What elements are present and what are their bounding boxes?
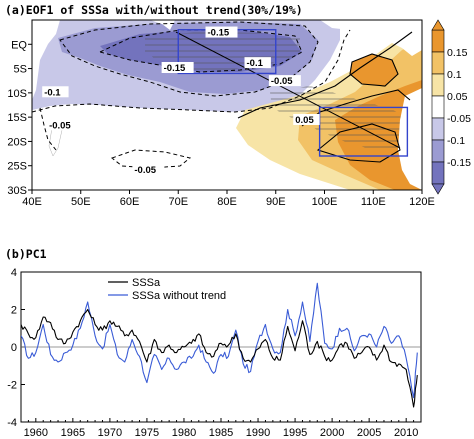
pc-x-tick-label: 1970	[98, 427, 122, 439]
map-x-tick-label: 120E	[409, 196, 435, 208]
contour-label-bg	[42, 86, 69, 98]
contour-label: -0.1	[44, 87, 61, 98]
sss-map: -0.15 -0.1 -0.15 -0.05 -0.1 -0.05 0.05 -0.05	[32, 20, 422, 190]
colorbar-tick-label: 0.15	[447, 47, 468, 59]
contour-label-bg	[47, 119, 80, 131]
contour-label: 0.05	[295, 115, 314, 126]
colorbar-tick-label: -0.05	[447, 113, 471, 125]
pc-x-tick-label: 2000	[320, 427, 344, 439]
series-line	[21, 308, 418, 408]
colorbar-bottom-arrow	[431, 183, 445, 195]
pc-y-tick-label: 4	[11, 267, 17, 279]
map-y-tick-label: 25S	[7, 161, 27, 173]
colorbar-tick-label: -0.1	[447, 135, 465, 147]
map-x-tick-label: 60E	[120, 196, 140, 208]
colorbar-tick-label: 0.1	[447, 69, 462, 81]
contour-label: -0.05	[49, 120, 71, 131]
colorbar: 0.15 0.1 0.05 -0.05 -0.1 -0.15	[431, 19, 471, 195]
map-title: (a)EOF1 of SSSa with/without trend(30%/1…	[5, 3, 303, 17]
map-y-tick-label: 10S	[7, 88, 27, 100]
contour-label: -0.15	[164, 63, 186, 74]
series-line	[21, 282, 418, 399]
colorbar-segment	[431, 139, 445, 163]
contour-label-bg	[161, 62, 194, 73]
pos-region-strong-north	[350, 54, 398, 86]
pc-y-tick-label: 0	[11, 342, 17, 354]
legend-label: SSSa	[132, 277, 161, 289]
map-axes: 40E 50E 60E 70E 80E 90E 100E 110E 120E EQ 5S 10S 15S…	[7, 39, 434, 208]
contour-neg-005-west	[39, 107, 57, 151]
pc-x-tick-label: 1985	[209, 427, 233, 439]
contour-label-bg	[205, 26, 238, 38]
contour-label-bg	[293, 113, 320, 125]
map-x-tick-label: 40E	[22, 196, 42, 208]
map-y-tick-label: EQ	[11, 39, 27, 51]
pc-title: (b)PC1	[5, 247, 47, 261]
contour-pos-01-north	[349, 53, 399, 87]
contour-label: -0.05	[134, 165, 156, 176]
map-x-tick-label: 90E	[266, 196, 286, 208]
map-x-tick-label: 100E	[312, 196, 338, 208]
map-x-tick-label: 110E	[361, 196, 386, 208]
map-y-tick-label: 5S	[14, 64, 27, 76]
pc-x-tick-label: 1960	[24, 427, 48, 439]
pc-x-tick-label: 1975	[135, 427, 159, 439]
legend-label: SSSa without trend	[132, 290, 226, 302]
pc-y-tick-label: 2	[11, 305, 17, 317]
contour-label: -0.05	[271, 76, 293, 87]
map-y-tick-label: 20S	[7, 136, 27, 148]
colorbar-tick-label: -0.15	[447, 157, 471, 169]
colorbar-segment	[431, 161, 445, 185]
pc-x-tick-label: 1995	[283, 427, 307, 439]
region-box	[318, 106, 409, 157]
map-y-tick-label: 30S	[7, 185, 27, 197]
pc-axes: 1960 1965 1970 1975 1980 1985 1990 1995 2000 2005…	[7, 267, 422, 439]
land-india	[150, 20, 175, 30]
contour-label-bg	[268, 75, 301, 87]
contour-neg-005-south	[110, 149, 192, 169]
contour-neg-005	[32, 29, 351, 113]
contour-pos-005	[237, 31, 413, 119]
pc-x-tick-label: 1980	[172, 427, 196, 439]
colorbar-segment	[431, 29, 445, 53]
pc-y-tick-label: -2	[7, 380, 17, 392]
land-indonesia	[320, 20, 422, 56]
colorbar-segment	[431, 51, 445, 75]
pc-x-tick-label: 1990	[246, 427, 270, 439]
map-x-tick-label: 70E	[168, 196, 188, 208]
diagonal-transect	[175, 31, 401, 149]
contour-labels: -0.15 -0.1 -0.15 -0.05 -0.1 -0.05 0.05 -0.05	[42, 26, 320, 176]
land-australia	[398, 88, 422, 190]
pc-y-tick-label: -4	[7, 417, 17, 429]
contour-label-bg	[132, 164, 165, 175]
contour-label: -0.1	[247, 58, 264, 69]
colorbar-segment	[431, 117, 445, 141]
pc-series	[21, 282, 418, 408]
pc-x-tick-label: 1965	[61, 427, 85, 439]
contour-neg-01	[59, 21, 319, 97]
contour-label: -0.15	[208, 28, 230, 39]
map-x-tick-label: 80E	[217, 196, 237, 208]
colorbar-segment	[431, 95, 445, 119]
contour-label-bg	[244, 57, 271, 69]
pc-x-tick-label: 2010	[394, 427, 418, 439]
colorbar-segment	[431, 73, 445, 97]
map-x-tick-label: 50E	[71, 196, 91, 208]
colorbar-tick-label: 0.05	[447, 91, 468, 103]
land-africa	[32, 20, 60, 100]
pc-x-tick-label: 2005	[357, 427, 381, 439]
map-y-tick-label: 15S	[7, 112, 27, 124]
colorbar-top-arrow	[431, 19, 445, 31]
